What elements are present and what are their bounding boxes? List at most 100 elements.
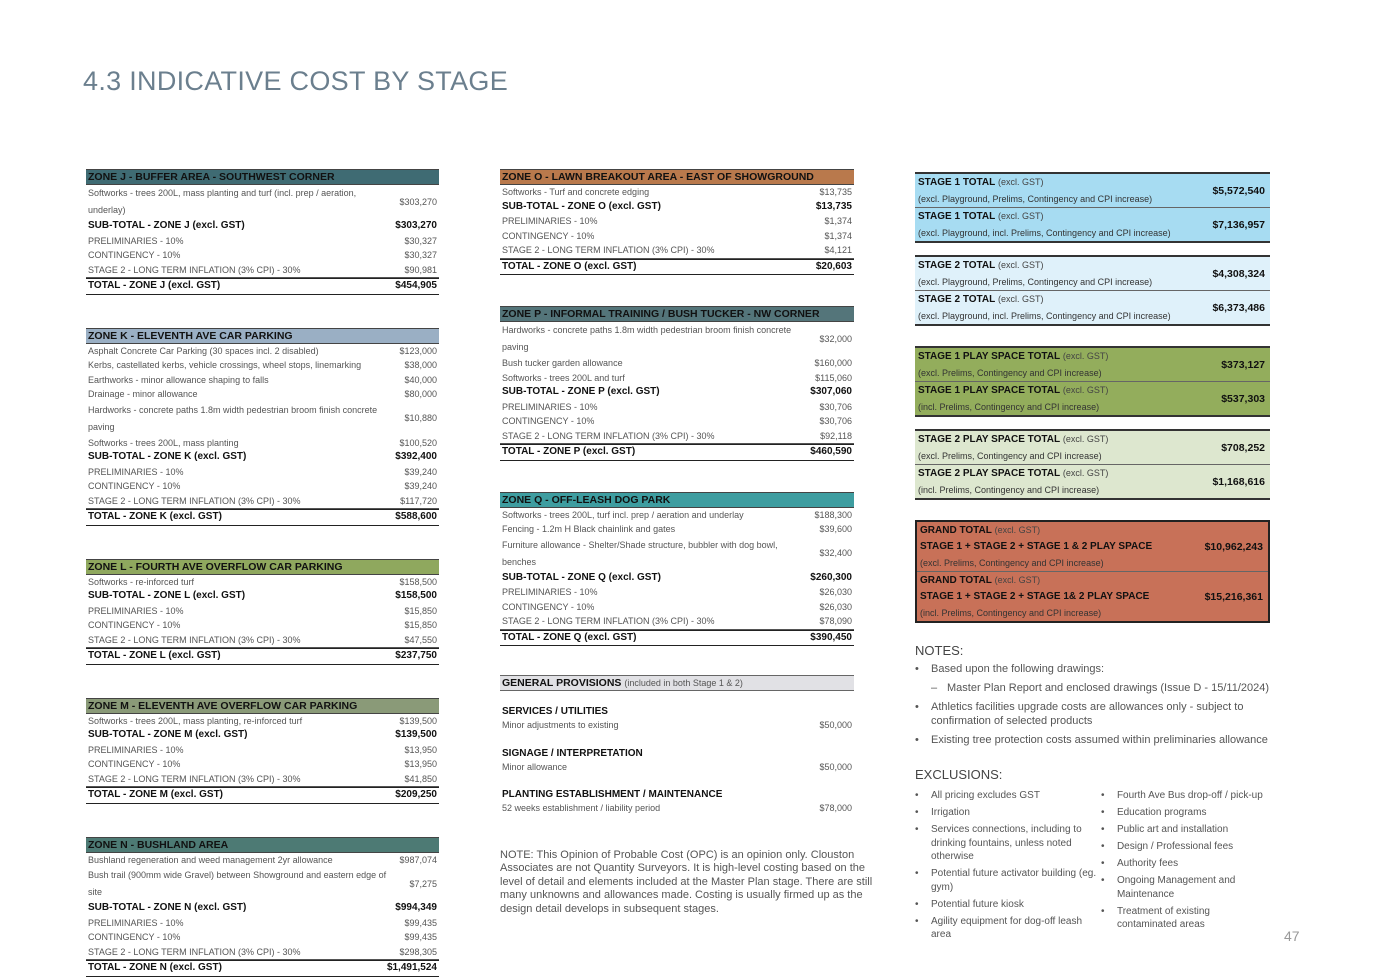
total-row-label: TOTAL - ZONE M (excl. GST)	[88, 789, 224, 800]
total-amount: $15,216,361	[1204, 590, 1263, 603]
total-row: TOTAL - ZONE N (excl. GST) $1,491,524	[86, 960, 439, 977]
inflation-row-amount: $78,090	[819, 616, 852, 626]
opc-note: NOTE: This Opinion of Probable Cost (OPC…	[500, 848, 873, 915]
line-item: Fencing - 1.2m H Black chainlink and gat…	[500, 522, 854, 537]
zone-p: ZONE P - INFORMAL TRAINING / BUSH TUCKER…	[500, 306, 854, 461]
line-item: Softworks - trees 200L, turf incl. prep …	[500, 508, 854, 523]
line-item-amount: $80,000	[404, 389, 437, 399]
total-amount: $6,373,486	[1212, 301, 1265, 314]
excl-gst-note: (excl. GST)	[1062, 351, 1109, 361]
contingency-row-label: CONTINGENCY - 10%	[502, 230, 595, 241]
contingency-row-label: CONTINGENCY - 10%	[88, 759, 181, 769]
zone-o: ZONE O - LAWN BREAKOUT AREA - EAST OF SH…	[500, 169, 854, 275]
excl-gst-note: (excl. GST)	[994, 575, 1041, 585]
line-item-desc: Bush trail (900mm wide Gravel) between S…	[88, 870, 387, 897]
inflation-row-label: STAGE 2 - LONG TERM INFLATION (3% CPI) -…	[88, 495, 301, 506]
total-entry: GRAND TOTAL (excl. GST) STAGE 1 + STAGE 2…	[917, 522, 1268, 571]
general-provisions-title: GENERAL PROVISIONS	[502, 677, 622, 689]
bullet-icon: •	[1100, 841, 1105, 852]
total-entry: STAGE 2 PLAY SPACE TOTAL (excl. GST) (inc…	[915, 464, 1270, 498]
zone-m: ZONE M - ELEVENTH AVE OVERFLOW CAR PARKI…	[86, 697, 439, 804]
contingency-row: CONTINGENCY - 10% $26,030	[500, 600, 854, 615]
total-entry: GRAND TOTAL (excl. GST) STAGE 1 + STAGE 2…	[917, 571, 1268, 621]
bullet-icon: •	[915, 824, 919, 835]
total-label-line: STAGE 1 TOTAL (excl. GST)	[915, 208, 1195, 225]
inflation-row-amount: $117,720	[400, 495, 437, 506]
excl-gst-note: (excl. GST)	[1062, 385, 1109, 395]
subtotal-row: SUB-TOTAL - ZONE K (excl. GST) $392,400	[86, 450, 439, 465]
total-entry: STAGE 1 PLAY SPACE TOTAL (excl. GST) (inc…	[915, 381, 1270, 415]
page-title: 4.3 INDICATIVE COST BY STAGE	[83, 66, 509, 96]
bullet-icon: •	[1100, 905, 1105, 917]
middle-column: ZONE O - LAWN BREAKOUT AREA - EAST OF SH…	[500, 169, 872, 916]
subtotal-row-amount: $13,735	[815, 200, 852, 212]
contingency-row: CONTINGENCY - 10% $39,240	[86, 479, 439, 494]
inflation-row-label: STAGE 2 - LONG TERM INFLATION (3% CPI) -…	[502, 245, 715, 255]
provision-row: Minor allowance $50,000	[500, 760, 854, 775]
line-item-amount: $160,000	[814, 358, 852, 368]
line-item-desc: Hardworks - concrete paths 1.8m width pe…	[88, 404, 378, 432]
exclusion-text: All pricing excludes GST	[931, 790, 1040, 801]
excl-gst-note: (excl. GST)	[998, 211, 1044, 221]
total-labels: GRAND TOTAL (excl. GST) STAGE 1 + STAGE 2…	[917, 572, 1193, 621]
subtotal-row-amount: $260,300	[810, 571, 852, 583]
total-labels: STAGE 1 TOTAL (excl. GST) (excl. Playgrou…	[915, 174, 1195, 207]
provision-title: SIGNAGE / INTERPRETATION	[502, 747, 643, 759]
bullet-icon: •	[915, 898, 919, 910]
provision-title: SERVICES / UTILITIES	[502, 706, 608, 717]
contingency-row-label: CONTINGENCY - 10%	[88, 932, 181, 942]
line-item-desc: Drainage - minor allowance	[88, 389, 198, 399]
total-row: TOTAL - ZONE L (excl. GST) $237,750	[86, 648, 439, 665]
preliminaries-row-label: PRELIMINARIES - 10%	[88, 744, 184, 755]
subtotal-row-label: SUB-TOTAL - ZONE N (excl. GST)	[88, 902, 247, 913]
preliminaries-row: PRELIMINARIES - 10% $1,374	[500, 214, 854, 229]
line-item: Bush tucker garden allowance $160,000	[500, 356, 854, 371]
total-note: (excl. Prelims, Contingency and CPI incr…	[918, 368, 1102, 378]
stage2-totals: STAGE 2 TOTAL (excl. GST) (excl. Playgrou…	[915, 255, 1270, 326]
bullet-icon: •	[1100, 858, 1105, 869]
total-label: STAGE 2 TOTAL	[918, 260, 996, 271]
total-row-label: TOTAL - ZONE P (excl. GST)	[502, 446, 636, 457]
total-note: (excl. Playground, incl. Prelims, Contin…	[918, 228, 1171, 238]
line-item-desc: Kerbs, castellated kerbs, vehicle crossi…	[88, 360, 362, 370]
contingency-row-amount: $30,327	[404, 250, 437, 260]
subtotal-row: SUB-TOTAL - ZONE M (excl. GST) $139,500	[86, 728, 439, 743]
exclusion-item: • Services connections, including to drin…	[915, 823, 1101, 864]
total-row-amount: $209,250	[395, 789, 437, 800]
total-label: STAGE 1 TOTAL	[918, 211, 996, 222]
contingency-row: CONTINGENCY - 10% $30,706	[500, 414, 854, 429]
inflation-row-amount: $4,121	[824, 245, 852, 255]
subtotal-row: SUB-TOTAL - ZONE L (excl. GST) $158,500	[86, 589, 439, 604]
inflation-row-label: STAGE 2 - LONG TERM INFLATION (3% CPI) -…	[88, 634, 301, 645]
line-item-desc: Softworks - trees 200L, mass planting an…	[88, 188, 357, 215]
line-item-amount: $188,300	[814, 509, 852, 520]
line-item: Softworks - trees 200L, mass planting, r…	[86, 714, 439, 729]
preliminaries-row: PRELIMINARIES - 10% $15,850	[86, 604, 439, 619]
total-labels: GRAND TOTAL (excl. GST) STAGE 1 + STAGE 2…	[917, 522, 1193, 571]
total-note: (excl. Playground, Prelims, Contingency …	[918, 194, 1153, 204]
total-label-line: STAGE 1 PLAY SPACE TOTAL (excl. GST)	[915, 348, 1195, 365]
exclusion-item: • Irrigation	[915, 806, 1101, 820]
total-row-amount: $460,590	[810, 446, 852, 457]
zone-n: ZONE N - BUSHLAND AREA Bushland regenerat…	[86, 836, 439, 977]
total-entry: STAGE 2 TOTAL (excl. GST) (excl. Playgrou…	[915, 290, 1270, 324]
total-note: (excl. Playground, incl. Prelims, Contin…	[918, 311, 1171, 321]
provision-desc: Minor allowance	[502, 761, 568, 772]
play2-totals: STAGE 2 PLAY SPACE TOTAL (excl. GST) (exc…	[915, 429, 1270, 500]
total-row-label: TOTAL - ZONE J (excl. GST)	[88, 280, 221, 291]
right-column: STAGE 1 TOTAL (excl. GST) (excl. Playgrou…	[915, 172, 1270, 945]
preliminaries-row-label: PRELIMINARIES - 10%	[88, 917, 184, 928]
line-item: Softworks - trees 200L, mass planting $10…	[86, 436, 439, 451]
subtotal-row-label: SUB-TOTAL - ZONE J (excl. GST)	[88, 220, 245, 231]
bullet-icon: •	[915, 734, 919, 746]
exclusion-text: Design / Professional fees	[1116, 841, 1234, 852]
subtotal-row-amount: $392,400	[395, 451, 437, 462]
exclusion-text: Potential future activator building (eg.…	[931, 868, 1097, 893]
line-item: Hardworks - concrete paths 1.8m width pe…	[86, 402, 439, 436]
zone-header: ZONE L - FOURTH AVE OVERFLOW CAR PARKING	[86, 558, 439, 575]
totals-box: STAGE 2 PLAY SPACE TOTAL (excl. GST) (exc…	[915, 429, 1270, 500]
preliminaries-row-amount: $99,435	[404, 917, 437, 928]
line-item-amount: $13,735	[819, 187, 852, 197]
line-item: Drainage - minor allowance $80,000	[86, 387, 439, 402]
total-row-label: TOTAL - ZONE K (excl. GST)	[88, 511, 222, 522]
